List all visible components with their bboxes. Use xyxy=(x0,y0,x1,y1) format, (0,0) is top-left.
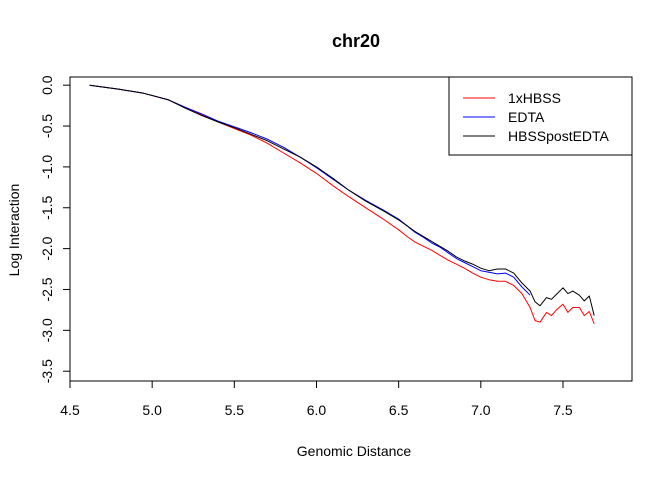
y-tick-label: -1.0 xyxy=(39,155,55,179)
chart-title: chr20 xyxy=(332,31,380,51)
y-tick-label: -1.5 xyxy=(39,195,55,219)
x-tick-label: 5.5 xyxy=(225,402,245,418)
y-tick-label: 0.0 xyxy=(39,75,55,95)
x-tick-label: 6.5 xyxy=(389,402,409,418)
series-line-1 xyxy=(89,84,531,296)
y-tick-label: -3.0 xyxy=(39,318,55,342)
x-axis-label: Genomic Distance xyxy=(297,443,412,459)
x-tick-label: 6.0 xyxy=(307,402,327,418)
legend-label-1: EDTA xyxy=(508,109,545,125)
x-tick-label: 7.0 xyxy=(471,402,491,418)
series-line-0 xyxy=(89,84,595,324)
y-tick-label: -2.5 xyxy=(39,277,55,301)
y-axis-label: Log Interaction xyxy=(6,184,22,277)
x-tick-label: 4.5 xyxy=(60,402,80,418)
series-layer xyxy=(89,84,595,324)
legend[interactable]: 1xHBSS EDTA HBSSpostEDTA xyxy=(448,76,633,156)
x-tick-label: 5.0 xyxy=(142,402,162,418)
series-line-2 xyxy=(89,84,595,316)
y-tick-label: -3.5 xyxy=(39,359,55,383)
x-axis: 4.5 5.0 5.5 6.0 6.5 7.0 7.5 xyxy=(60,380,573,418)
legend-label-2: HBSSpostEDTA xyxy=(508,128,610,144)
y-tick-label: -2.0 xyxy=(39,236,55,260)
y-axis: 0.0 -0.5 -1.0 -1.5 -2.0 -2.5 -3.0 -3.5 xyxy=(39,75,71,383)
y-tick-label: -0.5 xyxy=(39,114,55,138)
legend-box xyxy=(448,76,633,156)
legend-label-0: 1xHBSS xyxy=(508,90,561,106)
x-tick-label: 7.5 xyxy=(553,402,573,418)
